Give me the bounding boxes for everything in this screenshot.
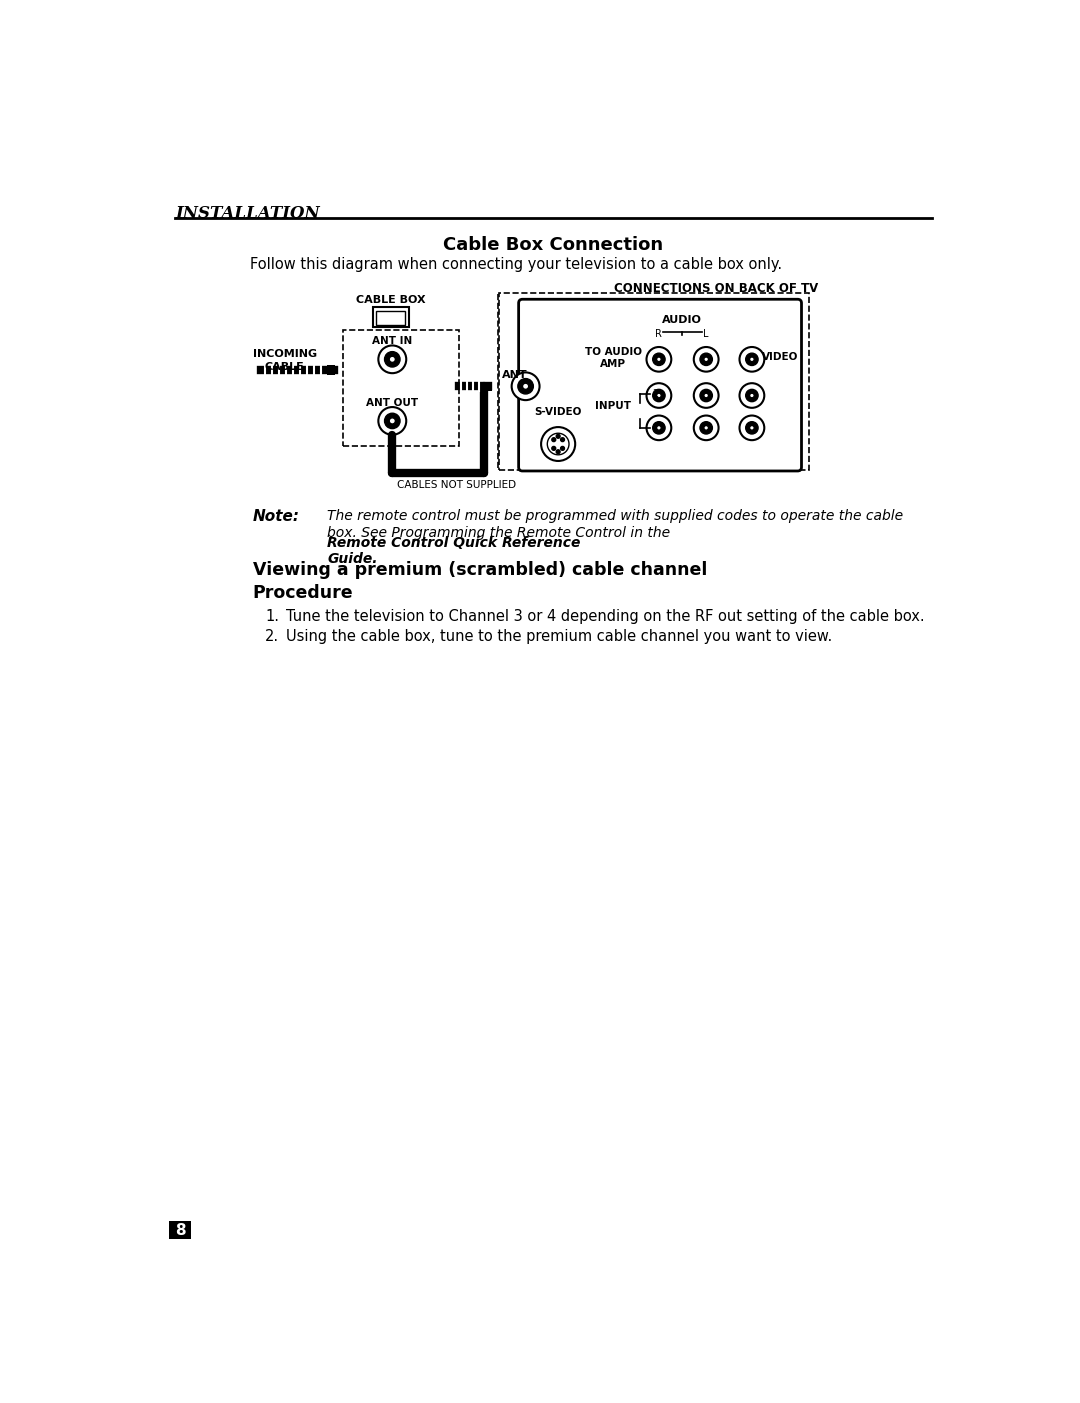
Circle shape <box>693 383 718 408</box>
Text: Tune the television to Channel 3 or 4 depending on the RF out setting of the cab: Tune the television to Channel 3 or 4 de… <box>286 609 924 624</box>
Text: AUDIO: AUDIO <box>662 314 702 324</box>
Circle shape <box>657 356 661 362</box>
Bar <box>170 1221 191 1239</box>
Text: CABLE BOX: CABLE BOX <box>356 296 426 306</box>
Text: 2: 2 <box>652 389 659 398</box>
Circle shape <box>657 393 661 398</box>
Circle shape <box>556 435 561 438</box>
Circle shape <box>561 438 565 442</box>
Circle shape <box>378 407 406 435</box>
Circle shape <box>693 347 718 372</box>
Text: Cable Box Connection: Cable Box Connection <box>444 236 663 254</box>
Circle shape <box>693 415 718 441</box>
Circle shape <box>647 347 672 372</box>
Circle shape <box>561 446 565 450</box>
Circle shape <box>378 345 406 373</box>
Circle shape <box>647 383 672 408</box>
Circle shape <box>652 390 665 401</box>
Circle shape <box>657 425 661 431</box>
Text: The remote control must be programmed with supplied codes to operate the cable
b: The remote control must be programmed wi… <box>327 509 903 540</box>
Circle shape <box>750 393 754 398</box>
Bar <box>342 330 459 446</box>
Circle shape <box>704 356 708 362</box>
Circle shape <box>740 415 765 441</box>
Text: Note:: Note: <box>253 509 300 525</box>
Text: INSTALLATION: INSTALLATION <box>175 205 320 222</box>
Text: CABLES NOT SUPPLIED: CABLES NOT SUPPLIED <box>397 480 516 490</box>
Circle shape <box>652 354 665 365</box>
Text: L: L <box>703 328 708 338</box>
Circle shape <box>517 379 534 394</box>
Circle shape <box>704 425 708 431</box>
Text: R: R <box>656 328 662 338</box>
Circle shape <box>389 418 395 424</box>
Bar <box>373 307 408 327</box>
Text: 8: 8 <box>175 1222 186 1237</box>
Circle shape <box>745 422 758 434</box>
Circle shape <box>750 425 754 431</box>
Circle shape <box>740 347 765 372</box>
FancyBboxPatch shape <box>518 299 801 471</box>
Circle shape <box>700 422 713 434</box>
Circle shape <box>384 352 400 368</box>
Text: 1: 1 <box>652 422 659 434</box>
Circle shape <box>548 434 569 455</box>
Circle shape <box>740 383 765 408</box>
Circle shape <box>384 414 400 429</box>
Text: VIDEO: VIDEO <box>762 352 799 362</box>
Text: CONNECTIONS ON BACK OF TV: CONNECTIONS ON BACK OF TV <box>615 282 819 295</box>
Text: TO AUDIO
AMP: TO AUDIO AMP <box>584 347 642 369</box>
Circle shape <box>552 446 556 450</box>
Circle shape <box>647 415 672 441</box>
Circle shape <box>745 390 758 401</box>
Text: 2.: 2. <box>266 629 280 644</box>
Bar <box>499 293 809 470</box>
Circle shape <box>704 393 708 398</box>
Circle shape <box>652 422 665 434</box>
Text: ANT IN: ANT IN <box>373 337 413 347</box>
Circle shape <box>523 383 529 390</box>
Circle shape <box>512 372 540 400</box>
Text: ANT OUT: ANT OUT <box>366 398 418 408</box>
Text: Follow this diagram when connecting your television to a cable box only.: Follow this diagram when connecting your… <box>249 257 782 272</box>
Text: Remote Control Quick Reference
Guide.: Remote Control Quick Reference Guide. <box>327 536 581 565</box>
Text: S-VIDEO: S-VIDEO <box>535 407 582 417</box>
Text: INCOMING
CABLE: INCOMING CABLE <box>253 349 316 372</box>
Bar <box>376 311 405 324</box>
Circle shape <box>750 356 754 362</box>
Circle shape <box>556 450 561 453</box>
Bar <box>484 382 491 391</box>
Text: Using the cable box, tune to the premium cable channel you want to view.: Using the cable box, tune to the premium… <box>286 629 833 644</box>
Bar <box>327 365 335 375</box>
Text: INPUT: INPUT <box>595 401 631 411</box>
Text: 1.: 1. <box>266 609 280 624</box>
Text: Procedure: Procedure <box>253 584 353 602</box>
Circle shape <box>541 427 576 462</box>
Circle shape <box>389 356 395 362</box>
Text: ANT: ANT <box>502 370 527 380</box>
Circle shape <box>552 438 556 442</box>
Text: Viewing a premium (scrambled) cable channel: Viewing a premium (scrambled) cable chan… <box>253 561 707 579</box>
Circle shape <box>700 390 713 401</box>
Circle shape <box>745 354 758 365</box>
Circle shape <box>700 354 713 365</box>
